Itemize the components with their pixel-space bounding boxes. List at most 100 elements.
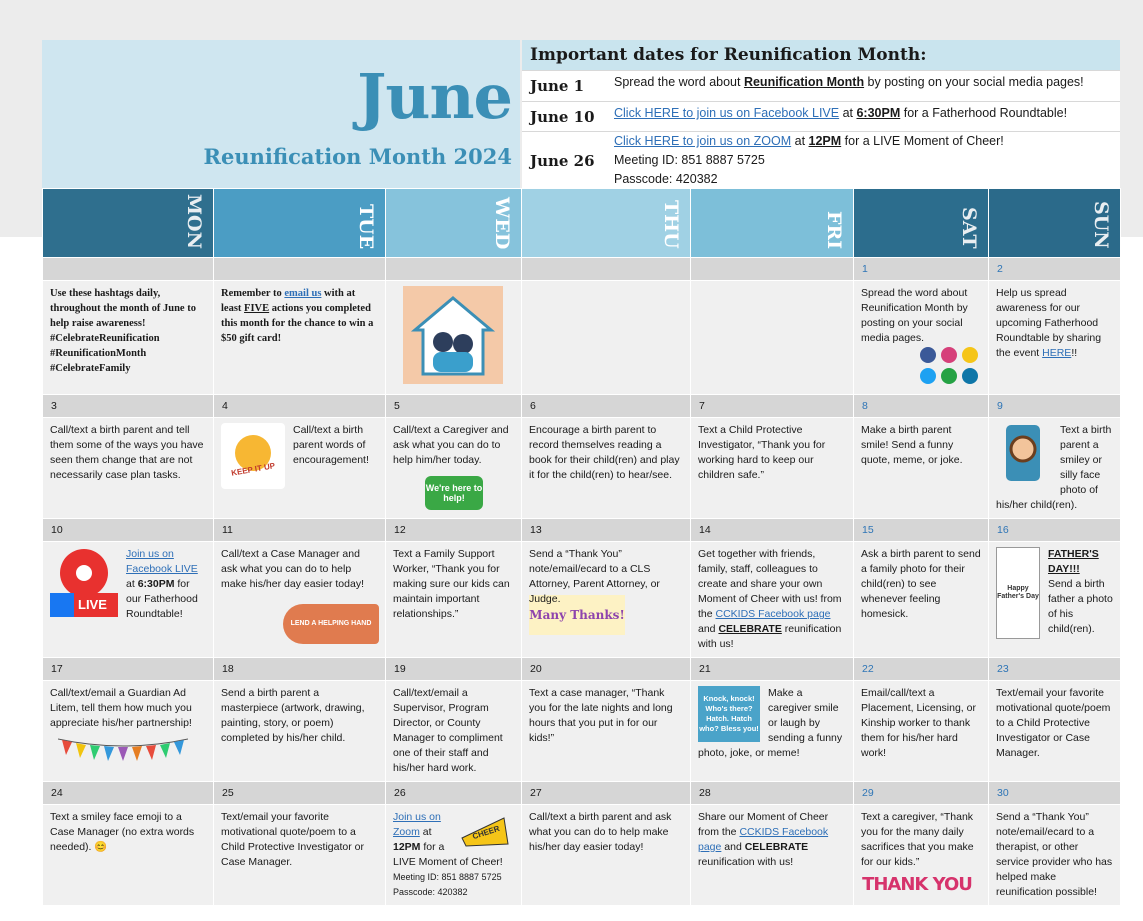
facebook-live-link[interactable]: Join us on Facebook LIVE <box>126 548 198 575</box>
zoom-link[interactable]: Click HERE to join us on ZOOM <box>614 134 792 148</box>
day-cell: Call/text a Caregiver and ask what you c… <box>385 417 522 519</box>
day-cell: Text/email your favorite motivational qu… <box>988 680 1121 782</box>
text: Spread the word about <box>614 75 744 89</box>
day-cell: Get together with friends, family, staff… <box>690 541 854 658</box>
many-thanks-image: Many Thanks! <box>529 595 625 635</box>
text: for a LIVE Moment of Cheer! <box>393 841 503 868</box>
shape <box>62 740 72 755</box>
important-text: Click HERE to join us on ZOOM at 12PM fo… <box>606 132 1004 189</box>
shape <box>1011 437 1035 461</box>
day-cell: Knock, knock! Who's there? Hatch. Hatch … <box>690 680 854 782</box>
date-cell: 13 <box>521 518 691 542</box>
date-cell: 12 <box>385 518 522 542</box>
text: Call/text/email a Guardian Ad Litem, tel… <box>50 687 192 729</box>
event-link[interactable]: HERE <box>1042 347 1072 359</box>
text: Text a birth parent a smiley or silly fa… <box>996 424 1112 511</box>
shape <box>1009 435 1037 463</box>
week-row: Text a smiley face emoji to a Case Manag… <box>42 804 1121 906</box>
date-cell: 23 <box>988 657 1121 681</box>
shape <box>118 747 128 761</box>
text: Share our Moment of Cheer from the <box>698 811 829 838</box>
day-cell: MON <box>42 188 214 258</box>
date-cell: 27 <box>521 781 691 805</box>
knock-knock-image: Knock, knock! Who's there? Hatch. Hatch … <box>698 686 760 742</box>
text: for our Fatherhood Roundtable! <box>126 578 198 620</box>
shape <box>50 549 118 617</box>
important-row: June 26 Click HERE to join us on ZOOM at… <box>522 131 1120 189</box>
important-title: Important dates for Reunification Month: <box>522 40 1120 70</box>
week-row: Use these hashtags daily, throughout the… <box>42 280 1121 395</box>
here-to-help-image: We're here to help! <box>425 476 483 510</box>
shape <box>235 435 271 471</box>
text: #CelebrateFamily <box>50 363 131 374</box>
date-cell <box>385 257 522 281</box>
important-date: June 26 <box>530 151 595 170</box>
text: Meeting ID: 851 8887 5725 <box>393 872 502 882</box>
date-cell: 19 <box>385 657 522 681</box>
shape <box>76 565 92 581</box>
shape <box>132 746 142 761</box>
day-cell: Make a birth parent smile! Send a funny … <box>853 417 989 519</box>
text: at <box>419 826 432 838</box>
text: 12PM <box>393 841 421 853</box>
shape <box>962 368 978 384</box>
text: at <box>839 106 857 120</box>
shape <box>941 368 957 384</box>
weekday: WED <box>491 196 513 249</box>
date-cell: 10 <box>42 518 214 542</box>
day-cell: Call/text a birth parent and tell them s… <box>42 417 214 519</box>
shape <box>76 743 86 758</box>
thank-you-image: THANK YOU <box>862 873 973 895</box>
text: Help us spread awareness for our upcomin… <box>996 287 1102 359</box>
day-cell: FRI <box>690 188 854 258</box>
date-row: 10 11 12 13 14 15 16 <box>42 518 1121 542</box>
shape <box>433 352 473 372</box>
date-cell: 21 <box>690 657 854 681</box>
family-house-image <box>403 286 503 384</box>
weekday: TUE <box>355 203 377 249</box>
text: and <box>721 841 745 853</box>
day-cell: CHEER Join us on Zoom at 12PM for a LIVE … <box>385 804 522 906</box>
text: Text a caregiver, “Thank you for the man… <box>861 811 974 868</box>
date-row: 17 18 19 20 21 22 23 <box>42 657 1121 681</box>
shape <box>74 593 118 617</box>
day-cell: THU <box>521 188 691 258</box>
text: FATHER'S DAY!!! <box>1048 548 1099 575</box>
facebook-link[interactable]: Click HERE to join us on Facebook LIVE <box>614 106 840 120</box>
zoom-link[interactable]: Join us on Zoom <box>393 811 441 838</box>
date-cell: 15 <box>853 518 989 542</box>
week-row: LIVE Join us on Facebook LIVE at 6:30PM f… <box>42 541 1121 658</box>
important-text: Spread the word about Reunification Mont… <box>606 71 1084 101</box>
cckids-link[interactable]: CCKIDS Facebook page <box>698 826 829 853</box>
text: at <box>126 578 138 590</box>
text: Passcode: 420382 <box>393 887 468 897</box>
text: 12PM <box>808 134 842 148</box>
weekday: SUN <box>1090 201 1112 249</box>
text: LIVE <box>78 597 107 612</box>
date-cell <box>42 257 214 281</box>
date-cell: 29 <box>853 781 989 805</box>
text: for a Fatherhood Roundtable! <box>900 106 1068 120</box>
text: Make a caregiver smile or laugh by sendi… <box>698 687 843 759</box>
facebook-live-image: LIVE <box>50 547 118 617</box>
day-cell: Share our Moment of Cheer from the CCKID… <box>690 804 854 906</box>
date-cell: 17 <box>42 657 214 681</box>
date-cell: 20 <box>521 657 691 681</box>
date-cell: 9 <box>988 394 1121 418</box>
day-cell: Happy Father's Day FATHER'S DAY!!! Send a … <box>988 541 1121 658</box>
subtitle: Reunification Month 2024 <box>203 144 513 169</box>
text: reunification with us! <box>698 623 842 650</box>
day-cell: Send a “Thank You” note/email/ecard to a… <box>988 804 1121 906</box>
cckids-link[interactable]: CCKIDS Facebook page <box>715 608 831 620</box>
shape <box>920 368 936 384</box>
text: with at least <box>221 288 356 314</box>
month-title: June <box>357 60 513 133</box>
day-cell: Encourage a birth parent to record thems… <box>521 417 691 519</box>
important-date: June 10 <box>530 107 595 126</box>
email-link[interactable]: email us <box>284 288 322 299</box>
day-cell: Call/text a Case Manager and ask what yo… <box>213 541 386 658</box>
day-cell: Text a birth parent a smiley or silly fa… <box>988 417 1121 519</box>
day-cell: Text a case manager, “Thank you for the … <box>521 680 691 782</box>
shape <box>461 817 509 847</box>
day-cell: Text a caregiver, “Thank you for the man… <box>853 804 989 906</box>
